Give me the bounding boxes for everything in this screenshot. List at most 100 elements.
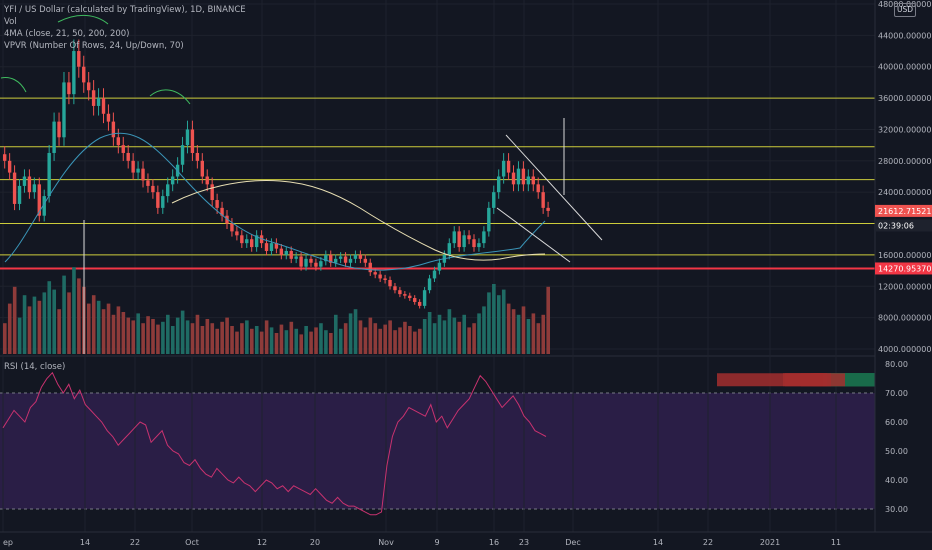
currency-badge[interactable]: USD: [894, 3, 916, 17]
volume-bar-37: [185, 320, 190, 354]
volume-bar-106: [526, 319, 531, 354]
volume-bar-38: [190, 323, 195, 354]
candle-67: [333, 258, 338, 263]
candle-109: [541, 192, 545, 208]
rsi-tick-5: 30.00: [885, 505, 908, 514]
chart-title: YFI / US Dollar (calculated by TradingVi…: [4, 5, 246, 15]
volume-bar-98: [487, 292, 491, 354]
candle-94: [467, 235, 471, 240]
volume-bar-70: [348, 313, 353, 354]
candle-93: [462, 235, 466, 248]
volume-bar-89: [442, 320, 447, 354]
candle-74: [368, 262, 372, 273]
candle-73: [363, 258, 368, 263]
volume-bar-71: [353, 309, 358, 354]
volume-bar-107: [531, 313, 536, 354]
candle-64: [319, 261, 323, 267]
volume-bar-36: [180, 310, 185, 354]
candle-63: [314, 262, 318, 267]
candle-49: [245, 239, 249, 244]
candle-16: [82, 66, 86, 83]
volume-bar-25: [126, 317, 131, 354]
candle-86: [427, 278, 432, 291]
volume-bar-97: [482, 306, 486, 354]
volume-bar-103: [511, 309, 516, 354]
volume-bar-83: [413, 331, 417, 354]
candle-42: [210, 184, 214, 201]
volume-bar-31: [156, 324, 160, 354]
candle-110: [546, 207, 550, 211]
volume-bar-29: [146, 316, 150, 354]
candle-44: [220, 207, 224, 216]
volume-bar-76: [378, 328, 383, 354]
volume-bar-14: [72, 267, 76, 354]
candle-85: [422, 290, 427, 306]
volume-bar-35: [175, 317, 180, 354]
volume-bar-21: [106, 303, 111, 354]
wedge-line-lower: [496, 207, 571, 263]
volume-bar-85: [422, 319, 427, 354]
volume-bar-62: [309, 331, 313, 354]
candle-58: [289, 250, 293, 259]
candle-17: [86, 82, 91, 91]
vol-legend: Vol: [4, 17, 17, 27]
time-tick-11: 14: [653, 538, 663, 547]
candle-101: [501, 160, 506, 177]
volume-bar-57: [284, 330, 289, 354]
ma-slow-line: [171, 180, 546, 261]
volume-bar-53: [264, 320, 269, 354]
candle-47: [235, 231, 239, 236]
time-tick-13: 2021: [760, 538, 780, 547]
volume-bar-102: [506, 303, 511, 354]
volume-bar-24: [121, 312, 126, 354]
candle-95: [472, 239, 476, 248]
candle-59: [294, 256, 298, 259]
volume-bar-50: [250, 328, 254, 354]
volume-bar-20: [101, 309, 106, 354]
candle-18: [91, 90, 96, 106]
volume-bar-80: [398, 327, 402, 354]
candle-46: [230, 223, 234, 232]
volume-bar-91: [452, 317, 457, 354]
candle-7: [37, 184, 41, 216]
time-tick-7: 9: [434, 538, 439, 547]
volume-bar-5: [27, 306, 32, 354]
candle-38: [190, 129, 195, 153]
candle-27: [136, 168, 140, 173]
candle-39: [195, 152, 200, 161]
vpvr-legend: VPVR (Number Of Rows, 24, Up/Down, 70): [4, 41, 184, 51]
volume-bar-92: [457, 321, 462, 354]
candle-57: [284, 250, 288, 255]
candle-0: [3, 154, 7, 161]
candle-72: [358, 254, 363, 259]
volume-bar-74: [368, 317, 373, 354]
candle-51: [254, 235, 259, 248]
volume-bar-0: [3, 323, 7, 354]
rsi-tick-2: 60.00: [885, 418, 908, 427]
candle-65: [324, 254, 328, 262]
volume-bar-43: [215, 328, 220, 354]
candle-105: [521, 168, 526, 185]
candle-78: [388, 280, 392, 287]
candle-9: [47, 152, 51, 197]
volume-bar-32: [161, 321, 165, 354]
candle-28: [141, 168, 145, 181]
volume-bar-52: [259, 331, 264, 354]
volume-bar-28: [141, 323, 145, 354]
volume-bar-95: [472, 323, 476, 354]
candle-84: [417, 301, 422, 306]
volume-bar-105: [521, 306, 526, 354]
candle-107: [531, 176, 535, 185]
price-tick-6: 24000.000000: [878, 188, 932, 197]
price-tick-1: 44000.000000: [878, 31, 932, 40]
candle-53: [264, 243, 269, 251]
candle-10: [52, 121, 56, 153]
volume-bar-12: [62, 275, 66, 354]
time-tick-14: 11: [831, 538, 841, 547]
volume-bar-17: [86, 303, 91, 354]
volume-bar-59: [294, 328, 299, 354]
candle-56: [279, 248, 284, 255]
ma-legend: 4MA (close, 21, 50, 200, 200): [4, 29, 130, 39]
volume-bar-3: [17, 317, 22, 354]
